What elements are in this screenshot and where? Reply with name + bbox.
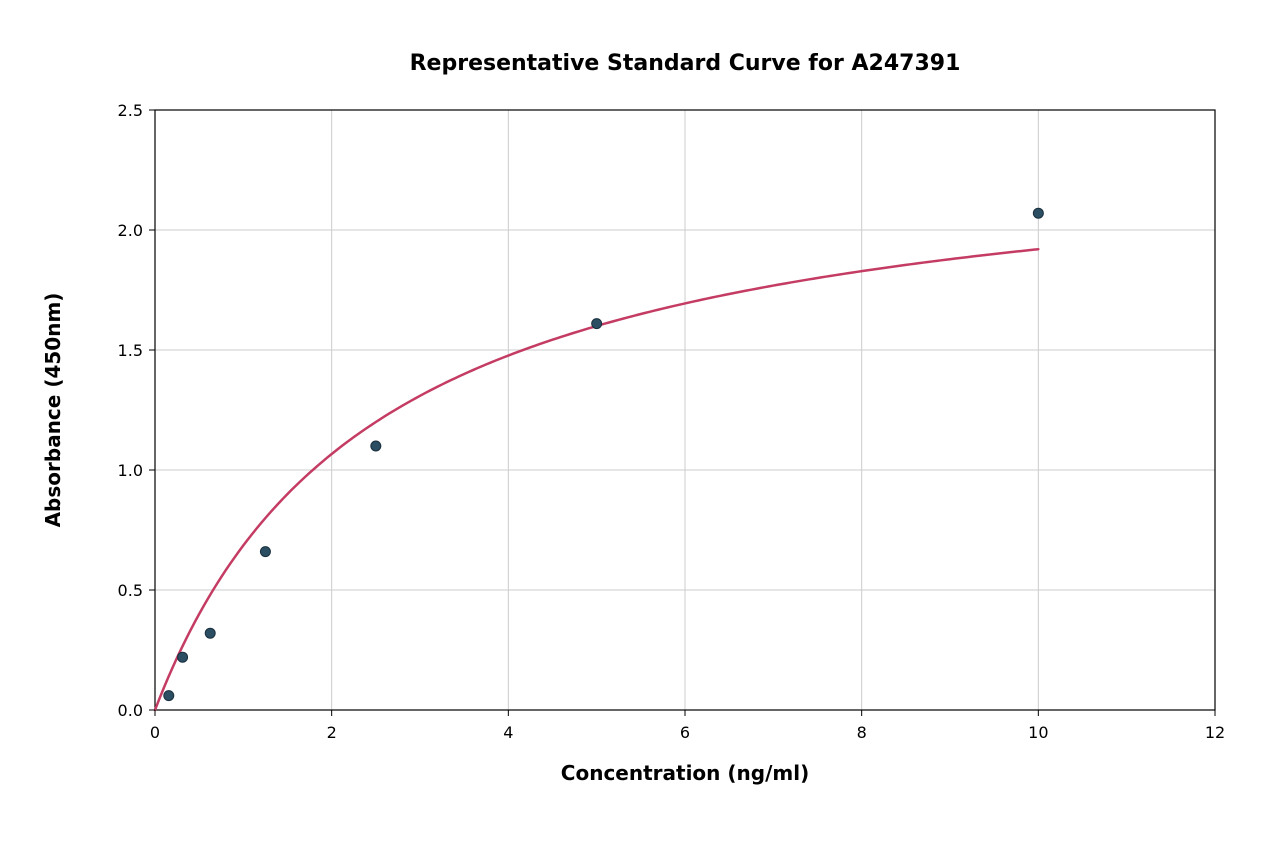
data-point	[371, 441, 381, 451]
data-point	[1033, 208, 1043, 218]
data-point	[178, 652, 188, 662]
x-axis-label: Concentration (ng/ml)	[561, 761, 809, 785]
x-tick-label: 8	[857, 723, 867, 742]
data-point	[260, 547, 270, 557]
x-tick-label: 6	[680, 723, 690, 742]
data-point	[164, 691, 174, 701]
chart-background	[0, 0, 1280, 845]
x-tick-label: 12	[1205, 723, 1225, 742]
x-tick-label: 2	[327, 723, 337, 742]
x-tick-label: 0	[150, 723, 160, 742]
y-tick-label: 1.5	[118, 341, 143, 360]
y-tick-label: 2.5	[118, 101, 143, 120]
x-tick-label: 4	[503, 723, 513, 742]
x-tick-label: 10	[1028, 723, 1048, 742]
chart-container: 0 2 4 6 8 10 12 0.0 0.5 1.0 1.5 2.0 2.5 Representativ…	[0, 0, 1280, 845]
y-tick-label: 0.0	[118, 701, 143, 720]
y-tick-label: 2.0	[118, 221, 143, 240]
data-point	[205, 628, 215, 638]
y-tick-label: 0.5	[118, 581, 143, 600]
y-axis-label: Absorbance (450nm)	[41, 293, 65, 528]
y-tick-label: 1.0	[118, 461, 143, 480]
data-point	[592, 319, 602, 329]
chart-svg: 0 2 4 6 8 10 12 0.0 0.5 1.0 1.5 2.0 2.5 Representativ…	[0, 0, 1280, 845]
chart-title: Representative Standard Curve for A24739…	[410, 51, 961, 76]
